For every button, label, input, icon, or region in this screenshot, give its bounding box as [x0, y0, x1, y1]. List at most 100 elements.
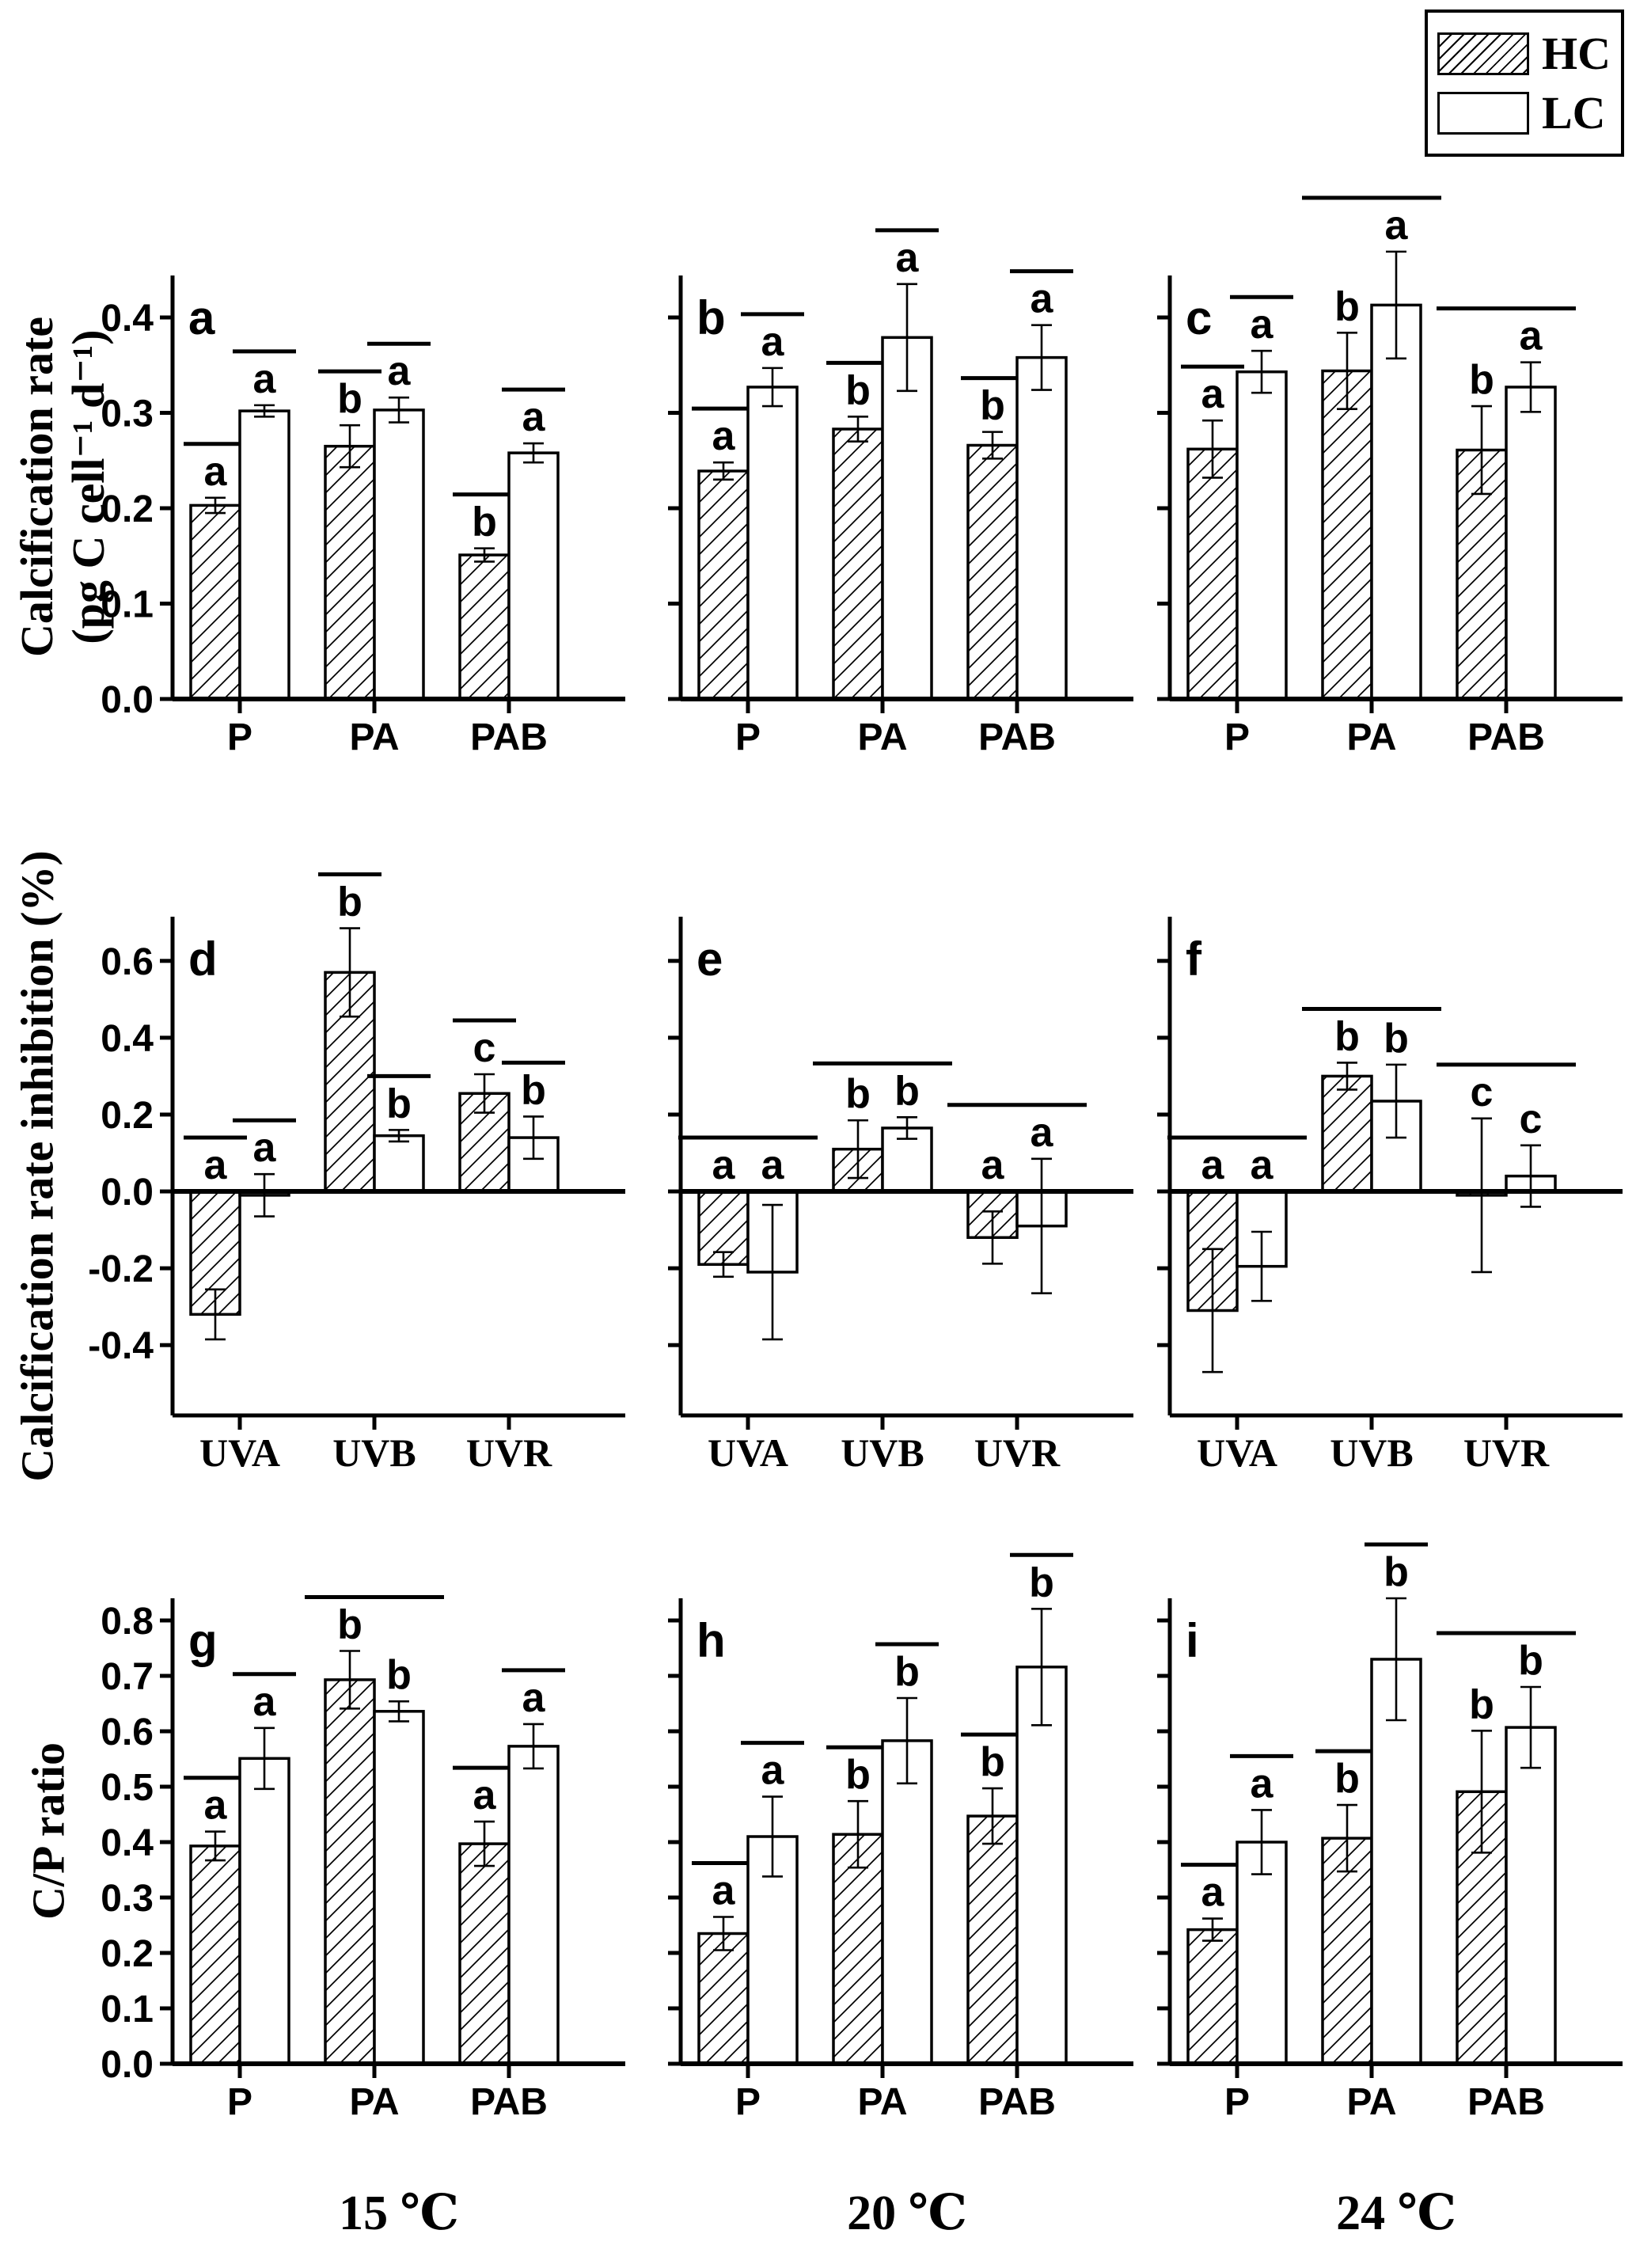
- sig-letter-f-HC-UVA: a: [1201, 1142, 1225, 1188]
- sig-letter-g-HC-P: a: [204, 1783, 228, 1829]
- x-category-label-g-P: P: [227, 2081, 252, 2123]
- bar-b-LC-P: [746, 386, 799, 701]
- bar-g-LC-PAB: [507, 1745, 560, 2065]
- panel-label-h: h: [697, 1614, 726, 1667]
- x-category-label-d-UVR: UVR: [466, 1430, 552, 1475]
- sig-letter-e-HC-UVR: a: [981, 1142, 1005, 1188]
- sig-letter-e-HC-UVB: b: [845, 1071, 871, 1117]
- temperature-label-15c: 15 ℃: [339, 2186, 459, 2240]
- x-category-label-i-P: P: [1224, 2081, 1250, 2123]
- sig-letter-b-HC-P: a: [712, 413, 736, 459]
- x-category-label-h-PA: PA: [857, 2081, 907, 2123]
- temperature-label-24c: 24 ℃: [1336, 2186, 1456, 2240]
- y-tick-label: 0.2: [101, 1933, 154, 1975]
- y-tick-label: 0.5: [101, 1767, 154, 1809]
- y-tick-label: 0.3: [101, 393, 154, 435]
- sig-letter-g-HC-PA: b: [337, 1602, 363, 1648]
- bar-b-HC-P: [697, 469, 750, 701]
- sig-letter-d-LC-UVR: b: [521, 1067, 546, 1113]
- bar-h-HC-P: [697, 1932, 750, 2065]
- sig-letter-g-LC-PA: b: [386, 1652, 412, 1698]
- bar-c-LC-PA: [1370, 303, 1422, 701]
- bar-a-HC-PAB: [458, 553, 511, 701]
- sig-letter-d-HC-UVB: b: [337, 879, 363, 925]
- bar-h-HC-PA: [832, 1833, 884, 2065]
- sig-letter-a-LC-PAB: a: [522, 394, 546, 440]
- sig-letter-i-HC-PAB: b: [1469, 1681, 1494, 1727]
- sig-letter-b-HC-PA: b: [845, 367, 871, 413]
- panel-label-d: d: [188, 933, 218, 986]
- x-category-label-e-UVR: UVR: [974, 1430, 1061, 1475]
- panel-h: a b b a b b P PA PAB h: [668, 1552, 1133, 2123]
- y-axis-label-line1: C/P ratio: [22, 1742, 74, 1920]
- y-tick-label: 0.0: [101, 1172, 154, 1214]
- x-category-label-b-PAB: PAB: [978, 716, 1056, 758]
- bar-b-HC-PAB: [966, 443, 1019, 701]
- y-tick-label: 0.0: [101, 679, 154, 721]
- sig-letter-i-HC-P: a: [1201, 1870, 1225, 1916]
- legend-item-hc: HC: [1437, 27, 1611, 80]
- bar-g-LC-P: [238, 1757, 290, 2065]
- sig-letter-i-LC-PA: b: [1384, 1549, 1409, 1595]
- sig-letter-a-HC-PA: b: [337, 376, 363, 422]
- x-category-label-c-P: P: [1224, 716, 1250, 758]
- y-axis-label-cp-ratio: C/P ratio: [22, 1742, 75, 1920]
- hc-hatch-swatch: [1437, 32, 1529, 75]
- sig-letter-f-HC-UVB: b: [1334, 1013, 1360, 1059]
- sig-letter-c-HC-PA: b: [1334, 283, 1360, 329]
- sig-letter-a-HC-P: a: [204, 449, 228, 495]
- y-tick-label: 0.6: [101, 941, 154, 983]
- sig-letter-e-LC-UVR: a: [1031, 1110, 1054, 1156]
- bar-h-LC-PAB: [1015, 1666, 1068, 2065]
- bar-d-LC-UVB: [373, 1134, 425, 1193]
- bar-c-HC-P: [1186, 447, 1239, 701]
- bar-g-HC-PA: [324, 1678, 376, 2065]
- bar-i-LC-PA: [1370, 1658, 1422, 2065]
- x-category-label-c-PA: PA: [1346, 716, 1396, 758]
- bar-c-LC-PAB: [1505, 386, 1557, 701]
- sig-letter-g-HC-PAB: a: [473, 1772, 497, 1818]
- sig-letter-d-HC-UVR: c: [473, 1025, 496, 1071]
- x-category-label-d-UVB: UVB: [332, 1430, 416, 1475]
- y-tick-label: 0.4: [101, 1018, 154, 1060]
- panel-label-c: c: [1186, 291, 1212, 344]
- sig-letter-d-LC-UVB: b: [386, 1081, 412, 1126]
- y-tick-label: 0.2: [101, 1095, 154, 1137]
- x-category-label-h-PAB: PAB: [978, 2081, 1056, 2123]
- sig-letter-h-HC-PAB: b: [980, 1739, 1005, 1785]
- sig-letter-h-LC-PAB: b: [1029, 1559, 1054, 1605]
- bar-b-LC-PA: [881, 336, 933, 701]
- x-category-label-g-PAB: PAB: [470, 2081, 548, 2123]
- x-category-label-f-UVR: UVR: [1463, 1430, 1550, 1475]
- sig-letter-a-HC-PAB: b: [472, 500, 497, 545]
- sig-letter-h-HC-PA: b: [845, 1752, 871, 1798]
- x-category-label-e-UVB: UVB: [841, 1430, 924, 1475]
- bar-i-LC-PAB: [1505, 1726, 1557, 2065]
- sig-letter-e-LC-UVB: b: [894, 1068, 920, 1114]
- bar-a-LC-PAB: [507, 451, 560, 701]
- y-tick-label: 0.8: [101, 1601, 154, 1643]
- bar-i-LC-P: [1236, 1841, 1288, 2065]
- sig-letter-e-LC-UVA: a: [761, 1142, 785, 1188]
- bar-a-LC-PA: [373, 408, 425, 701]
- sig-letter-b-LC-PA: a: [896, 235, 920, 281]
- bar-a-LC-P: [238, 409, 290, 701]
- y-axis-label-calcification-rate: Calcification rate (pg C cell⁻¹ d⁻¹): [11, 317, 115, 657]
- x-category-label-a-PAB: PAB: [470, 716, 548, 758]
- sig-letter-c-HC-PAB: b: [1469, 357, 1494, 403]
- x-category-label-a-P: P: [227, 716, 252, 758]
- y-tick-label: -0.2: [88, 1248, 154, 1290]
- sig-letter-h-LC-PA: b: [894, 1649, 920, 1695]
- sig-letter-d-HC-UVA: a: [204, 1142, 228, 1188]
- bar-g-HC-P: [189, 1844, 241, 2065]
- sig-letter-c-HC-P: a: [1201, 371, 1225, 417]
- x-category-label-g-PA: PA: [349, 2081, 399, 2123]
- sig-letter-f-LC-UVB: b: [1384, 1016, 1409, 1062]
- y-tick-label: 0.0: [101, 2044, 154, 2086]
- sig-letter-i-HC-PA: b: [1334, 1756, 1360, 1802]
- bar-b-LC-PAB: [1015, 355, 1068, 701]
